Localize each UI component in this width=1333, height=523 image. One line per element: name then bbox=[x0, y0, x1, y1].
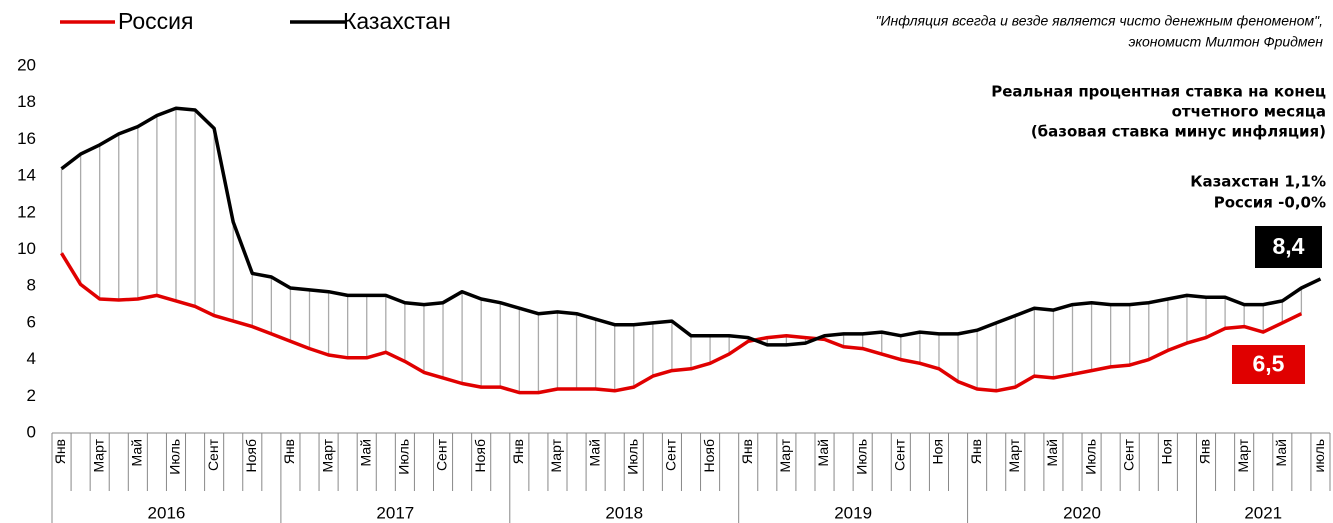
x-tick-label: Нояб bbox=[243, 439, 259, 473]
end-label: 8,4 bbox=[1273, 233, 1305, 259]
chart-title: отчетного месяца bbox=[1172, 103, 1326, 121]
y-tick-label: 2 bbox=[27, 386, 36, 405]
y-tick-label: 4 bbox=[27, 349, 36, 368]
x-tick-label: Май bbox=[1044, 439, 1060, 466]
x-tick-label: Март bbox=[777, 438, 793, 472]
x-tick-label: Сент bbox=[663, 438, 679, 471]
y-tick-label: 8 bbox=[27, 276, 36, 295]
x-tick-label: Июль bbox=[624, 439, 640, 475]
x-tick-label: Май bbox=[815, 439, 831, 466]
x-tick-label: Июль bbox=[167, 439, 183, 475]
x-tick-label: Июль bbox=[396, 439, 412, 475]
note: Казахстан 1,1% bbox=[1190, 173, 1326, 191]
x-tick-label: Янв bbox=[1197, 439, 1213, 464]
x-tick-label: Март bbox=[1235, 438, 1251, 472]
chart-title: (базовая ставка минус инфляция) bbox=[1031, 123, 1326, 141]
end-label-box bbox=[1232, 345, 1305, 384]
x-tick-label: Март bbox=[548, 438, 564, 472]
x-tick-label: Май bbox=[357, 439, 373, 466]
x-tick-label: Янв bbox=[52, 439, 68, 464]
x-tick-label: июль bbox=[1311, 439, 1327, 472]
chart-title: Реальная процентная ставка на конец bbox=[991, 83, 1326, 101]
x-tick-label: Янв bbox=[510, 439, 526, 464]
y-tick-label: 10 bbox=[17, 239, 36, 258]
x-tick-label: Июль bbox=[1082, 439, 1098, 475]
x-tick-label: Янв bbox=[968, 439, 984, 464]
year-label: 2020 bbox=[1063, 503, 1101, 522]
legend-label: Казахстан bbox=[343, 8, 451, 34]
x-tick-label: Янв bbox=[739, 439, 755, 464]
y-tick-label: 14 bbox=[17, 166, 36, 185]
x-tick-label: Май bbox=[129, 439, 145, 466]
year-label: 2019 bbox=[834, 503, 872, 522]
x-tick-label: Март bbox=[1006, 438, 1022, 472]
x-tick-label: Сент bbox=[892, 438, 908, 471]
year-label: 2021 bbox=[1244, 503, 1282, 522]
end-label: 6,5 bbox=[1253, 351, 1285, 377]
y-tick-label: 18 bbox=[17, 92, 36, 111]
quote: "Инфляция всегда и везде является чисто … bbox=[876, 13, 1323, 29]
x-tick-label: Март bbox=[319, 438, 335, 472]
x-tick-label: Сент bbox=[205, 438, 221, 471]
x-tick-label: Март bbox=[90, 438, 106, 472]
x-tick-label: Июль bbox=[853, 439, 869, 475]
legend-label: Россия bbox=[118, 8, 193, 34]
y-tick-label: 16 bbox=[17, 129, 36, 148]
x-tick-label: Нояб bbox=[701, 439, 717, 473]
quote: экономист Милтон Фридмен bbox=[1129, 34, 1324, 50]
y-tick-label: 0 bbox=[27, 422, 36, 441]
x-tick-label: Сент bbox=[1120, 438, 1136, 471]
y-tick-label: 20 bbox=[17, 55, 36, 74]
series-line bbox=[60, 106, 1322, 347]
y-tick-label: 6 bbox=[27, 312, 36, 331]
note: Россия -0,0% bbox=[1214, 194, 1326, 212]
year-label: 2016 bbox=[148, 503, 186, 522]
x-tick-label: Май bbox=[586, 439, 602, 466]
end-label-box bbox=[1255, 226, 1322, 268]
x-tick-label: Ноя bbox=[1159, 439, 1175, 464]
x-tick-label: Май bbox=[1273, 439, 1289, 466]
x-tick-label: Сент bbox=[434, 438, 450, 471]
x-tick-label: Нояб bbox=[472, 439, 488, 473]
x-tick-label: Янв bbox=[281, 439, 297, 464]
year-label: 2017 bbox=[376, 503, 414, 522]
y-tick-label: 12 bbox=[17, 202, 36, 221]
year-label: 2018 bbox=[605, 503, 643, 522]
x-tick-label: Ноя bbox=[930, 439, 946, 464]
series-line bbox=[60, 252, 1303, 395]
